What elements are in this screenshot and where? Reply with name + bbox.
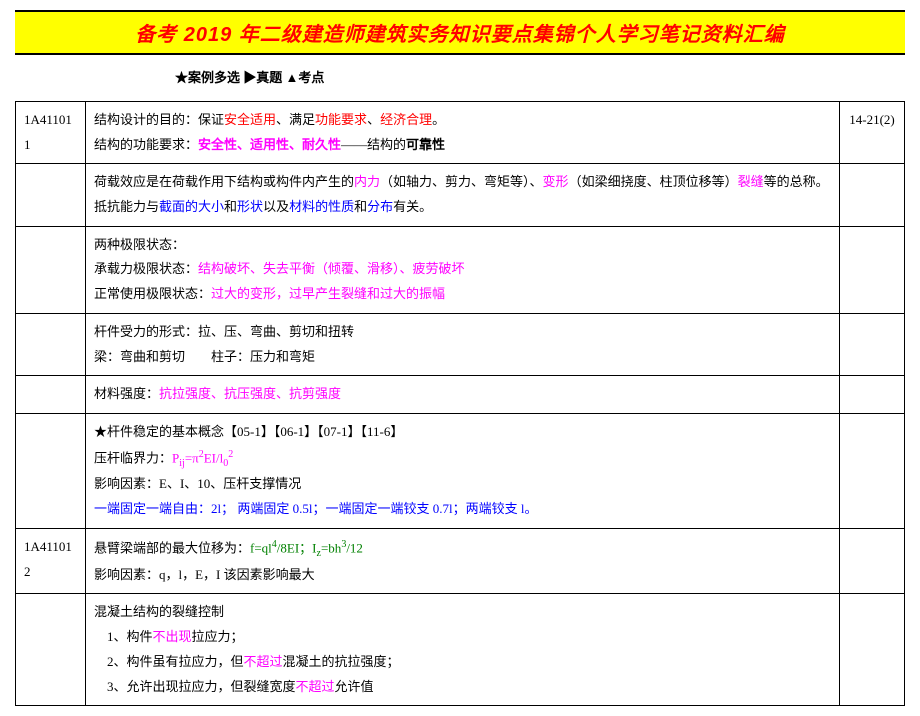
- text-segment: 结构破坏、失去平衡（倾覆、滑移）、疲劳破坏: [198, 261, 465, 276]
- table-row: 材料强度：抗拉强度、抗压强度、抗剪强度: [16, 376, 905, 414]
- text-segment: 材料强度：: [94, 386, 159, 401]
- content-cell: 结构设计的目的：保证安全适用、满足功能要求、经济合理。结构的功能要求：安全性、适…: [86, 102, 840, 164]
- text-segment: 不超过: [244, 654, 283, 669]
- code-cell: [16, 313, 86, 375]
- legend-row: ★案例多选 ▶真题 ▲考点: [175, 67, 905, 86]
- ref-cell: [840, 528, 905, 594]
- table-row: 1A411011结构设计的目的：保证安全适用、满足功能要求、经济合理。结构的功能…: [16, 102, 905, 164]
- code-cell: [16, 413, 86, 528]
- text-segment: 形状: [237, 199, 263, 214]
- text-segment: 和: [224, 199, 237, 214]
- table-row: 混凝土结构的裂缝控制 1、构件不出现拉应力； 2、构件虽有拉应力，但不超过混凝土…: [16, 594, 905, 706]
- text-segment: 混凝土的抗拉强度；: [283, 654, 400, 669]
- text-segment: 压杆临界力：: [94, 450, 172, 465]
- text-segment: =bh: [321, 540, 341, 555]
- code-cell: 1A411011: [16, 102, 86, 164]
- notes-table: 1A411011结构设计的目的：保证安全适用、满足功能要求、经济合理。结构的功能…: [15, 101, 905, 706]
- ref-cell: [840, 413, 905, 528]
- text-segment: 抗拉强度、抗压强度、抗剪强度: [159, 386, 341, 401]
- text-segment: 、满足: [276, 112, 315, 127]
- text-segment: 功能要求: [315, 112, 367, 127]
- table-row: 1A411012悬臂梁端部的最大位移为：f=ql4/8EI；Iz=bh3/12影…: [16, 528, 905, 594]
- ref-cell: [840, 164, 905, 226]
- content-cell: ★杆件稳定的基本概念【05-1】【06-1】【07-1】【11-6】压杆临界力：…: [86, 413, 840, 528]
- ref-cell: [840, 226, 905, 313]
- code-cell: [16, 594, 86, 706]
- text-segment: 安全适用: [224, 112, 276, 127]
- content-cell: 材料强度：抗拉强度、抗压强度、抗剪强度: [86, 376, 840, 414]
- text-segment: 、: [367, 112, 380, 127]
- text-segment: 以及: [263, 199, 289, 214]
- text-segment: （如梁细挠度、柱顶位移等）: [569, 174, 738, 189]
- ref-cell: [840, 376, 905, 414]
- text-segment: =π: [185, 450, 199, 465]
- text-segment: 不超过: [296, 679, 335, 694]
- text-segment: 一端固定一端自由：2l； 两端固定 0.5l；一端固定一端铰支 0.7l；两端铰…: [94, 501, 537, 516]
- ref-cell: [840, 313, 905, 375]
- ref-cell: [840, 594, 905, 706]
- text-segment: /12: [346, 540, 363, 555]
- text-segment: 拉应力；: [192, 629, 244, 644]
- text-segment: 荷载效应是在荷载作用下结构或构件内产生的: [94, 174, 354, 189]
- content-cell: 混凝土结构的裂缝控制 1、构件不出现拉应力； 2、构件虽有拉应力，但不超过混凝土…: [86, 594, 840, 706]
- text-segment: 结构设计的目的：保证: [94, 112, 224, 127]
- code-cell: [16, 226, 86, 313]
- text-segment: 安全性、适用性、耐久性: [198, 137, 341, 152]
- text-segment: 变形: [543, 174, 569, 189]
- table-row: 两种极限状态： 承载力极限状态：结构破坏、失去平衡（倾覆、滑移）、疲劳破坏正常使用…: [16, 226, 905, 313]
- text-segment: 两种极限状态：: [94, 237, 185, 252]
- text-segment: ★杆件稳定的基本概念【05-1】【06-1】【07-1】【11-6】: [94, 424, 403, 439]
- content-cell: 悬臂梁端部的最大位移为：f=ql4/8EI；Iz=bh3/12影响因素：q，l，…: [86, 528, 840, 594]
- title-text: 备考 2019 年二级建造师建筑实务知识要点集锦个人学习笔记资料汇编: [135, 24, 785, 46]
- content-cell: 两种极限状态： 承载力极限状态：结构破坏、失去平衡（倾覆、滑移）、疲劳破坏正常使用…: [86, 226, 840, 313]
- text-segment: 等的总称。: [764, 174, 829, 189]
- code-cell: 1A411012: [16, 528, 86, 594]
- text-segment: 混凝土结构的裂缝控制: [94, 604, 224, 619]
- text-segment: 影响因素：q，l，E，I 该因素影响最大: [94, 567, 315, 582]
- code-cell: [16, 376, 86, 414]
- table-row: 荷载效应是在荷载作用下结构或构件内产生的内力（如轴力、剪力、弯矩等）、变形（如梁…: [16, 164, 905, 226]
- text-segment: 裂缝: [738, 174, 764, 189]
- text-segment: 内力: [354, 174, 380, 189]
- table-row: 杆件受力的形式：拉、压、弯曲、剪切和扭转梁：弯曲和剪切 柱子：压力和弯矩: [16, 313, 905, 375]
- text-segment: f=ql: [250, 540, 272, 555]
- text-segment: 过大的变形，过早产生裂缝和过大的振幅: [211, 286, 445, 301]
- text-segment: 材料的性质: [289, 199, 354, 214]
- text-segment: 有关。: [393, 199, 432, 214]
- text-segment: 允许值: [335, 679, 374, 694]
- text-segment: 结构的功能要求：: [94, 137, 198, 152]
- text-segment: 抵抗能力与: [94, 199, 159, 214]
- text-segment: 2、构件虽有拉应力，但: [94, 654, 244, 669]
- text-segment: /8EI；I: [277, 540, 317, 555]
- text-segment: 经济合理: [380, 112, 432, 127]
- text-segment: 不出现: [153, 629, 192, 644]
- text-segment: （如轴力、剪力、弯矩等）、: [380, 174, 543, 189]
- text-segment: 梁：弯曲和剪切 柱子：压力和弯矩: [94, 349, 315, 364]
- text-segment: 2: [228, 449, 233, 460]
- ref-cell: 14-21(2): [840, 102, 905, 164]
- text-segment: 可靠性: [406, 137, 445, 152]
- text-segment: EI/l: [204, 450, 224, 465]
- text-segment: 3、允许出现拉应力，但裂缝宽度: [94, 679, 296, 694]
- text-segment: 杆件受力的形式：拉、压、弯曲、剪切和扭转: [94, 324, 354, 339]
- text-segment: 分布: [367, 199, 393, 214]
- text-segment: 影响因素：E、I、10、压杆支撑情况: [94, 476, 301, 491]
- text-segment: 1、构件: [94, 629, 153, 644]
- text-segment: 承载力极限状态：: [94, 261, 198, 276]
- content-cell: 荷载效应是在荷载作用下结构或构件内产生的内力（如轴力、剪力、弯矩等）、变形（如梁…: [86, 164, 840, 226]
- title-banner: 备考 2019 年二级建造师建筑实务知识要点集锦个人学习笔记资料汇编: [15, 10, 905, 55]
- text-segment: 悬臂梁端部的最大位移为：: [94, 540, 250, 555]
- text-segment: 正常使用极限状态：: [94, 286, 211, 301]
- text-segment: 。: [432, 112, 445, 127]
- content-cell: 杆件受力的形式：拉、压、弯曲、剪切和扭转梁：弯曲和剪切 柱子：压力和弯矩: [86, 313, 840, 375]
- text-segment: 截面的大小: [159, 199, 224, 214]
- table-row: ★杆件稳定的基本概念【05-1】【06-1】【07-1】【11-6】压杆临界力：…: [16, 413, 905, 528]
- code-cell: [16, 164, 86, 226]
- text-segment: ——结构的: [341, 137, 406, 152]
- text-segment: 和: [354, 199, 367, 214]
